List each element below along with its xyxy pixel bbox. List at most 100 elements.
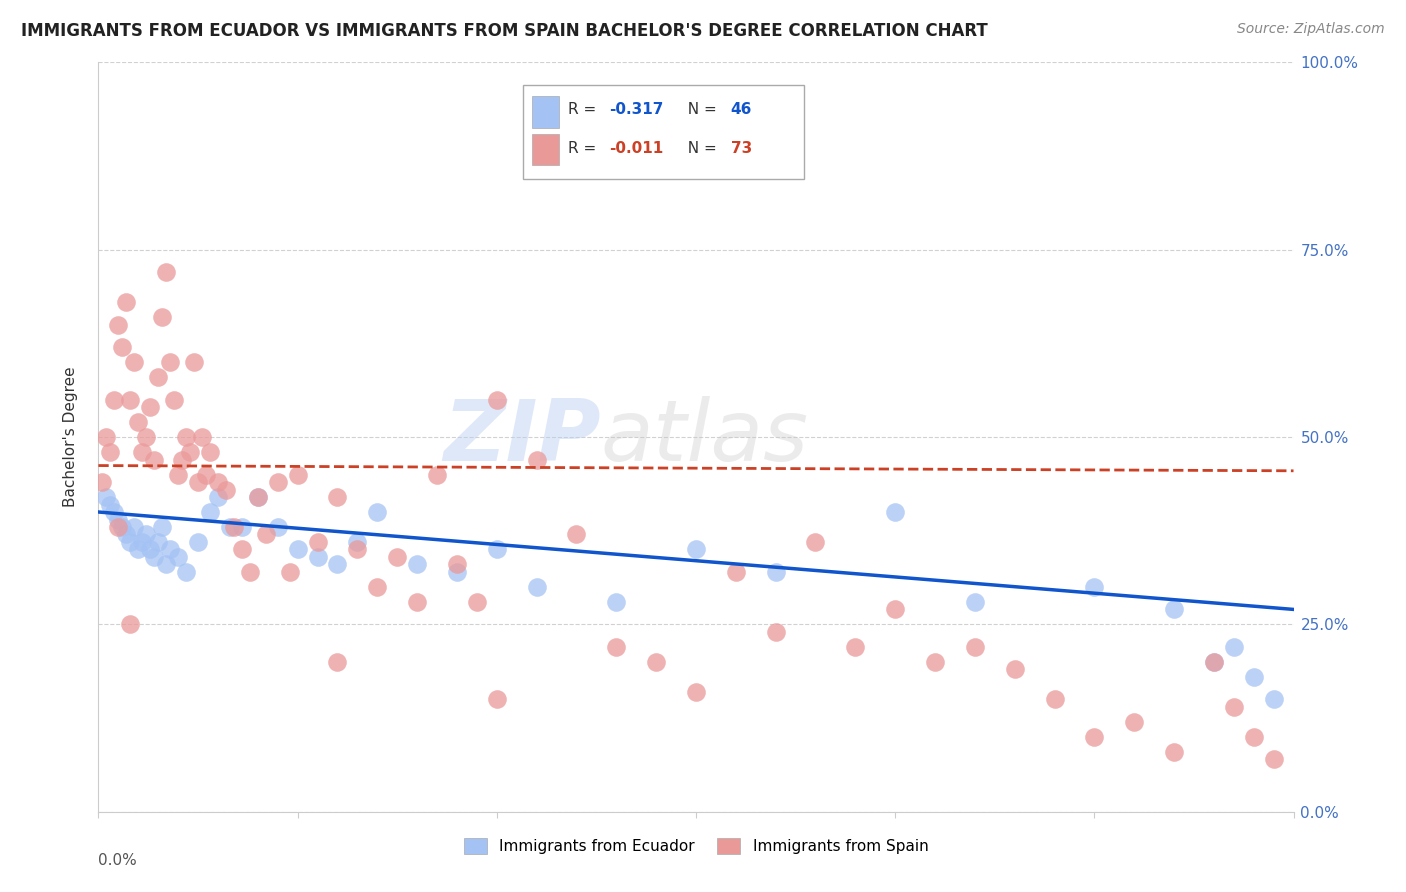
Point (148, 535, 170, 549)
Text: 0.0%: 0.0% (98, 853, 138, 868)
Point (143, 452, 166, 467)
Point (366, 580, 388, 594)
Point (267, 520, 290, 534)
Point (198, 445, 221, 459)
Point (804, 535, 827, 549)
Point (307, 535, 329, 549)
Point (107, 318, 129, 332)
Point (174, 430, 197, 444)
Point (844, 640, 866, 654)
Point (98, 498, 122, 512)
Point (115, 295, 138, 310)
Point (1223, 640, 1246, 654)
Point (172, 452, 194, 467)
Point (346, 535, 368, 549)
Point (307, 549, 329, 564)
Point (446, 558, 468, 572)
Point (131, 445, 153, 459)
Point (127, 415, 149, 429)
Point (96, 490, 118, 504)
Point (346, 542, 368, 557)
Point (765, 624, 787, 639)
Point (124, 520, 146, 534)
Point (150, 520, 173, 534)
Text: ZIP: ZIP (443, 395, 600, 479)
Point (1083, 730, 1105, 744)
Point (1043, 692, 1066, 706)
Point (120, 535, 142, 549)
Point (167, 549, 190, 564)
Point (485, 692, 508, 706)
Text: R =: R = (568, 103, 602, 117)
Point (1243, 730, 1265, 744)
Point (1083, 580, 1105, 594)
Point (103, 505, 125, 519)
Point (120, 617, 142, 632)
Point (645, 655, 668, 669)
Point (135, 527, 157, 541)
Point (326, 655, 349, 669)
Point (131, 535, 153, 549)
Point (326, 558, 349, 572)
Point (246, 490, 269, 504)
Point (1202, 655, 1225, 669)
Point (155, 265, 177, 279)
Point (246, 490, 269, 504)
Text: N =: N = (678, 103, 721, 117)
Point (167, 467, 190, 482)
Point (884, 505, 907, 519)
Y-axis label: Bachelor's Degree: Bachelor's Degree (63, 367, 77, 508)
Point (1263, 752, 1285, 766)
Point (924, 655, 946, 669)
Point (150, 310, 173, 325)
Point (191, 430, 214, 444)
Point (1263, 692, 1285, 706)
Point (124, 355, 146, 369)
Point (485, 542, 508, 557)
Bar (533, 96, 558, 128)
Point (207, 490, 229, 504)
Point (163, 392, 186, 407)
Point (143, 549, 166, 564)
Point (195, 467, 218, 482)
Point (1123, 714, 1146, 729)
Point (107, 512, 129, 526)
Text: 73: 73 (731, 141, 752, 156)
Point (446, 565, 468, 579)
Point (115, 527, 138, 541)
Point (91, 475, 114, 489)
Point (884, 602, 907, 616)
Point (135, 430, 157, 444)
Point (127, 542, 149, 557)
Point (366, 505, 388, 519)
Point (231, 542, 253, 557)
Text: -0.011: -0.011 (609, 141, 664, 156)
Point (120, 392, 142, 407)
Point (526, 580, 548, 594)
Point (207, 475, 229, 489)
Point (107, 520, 129, 534)
FancyBboxPatch shape (523, 85, 804, 178)
Text: -0.317: -0.317 (609, 103, 664, 117)
Point (724, 565, 747, 579)
Text: 46: 46 (731, 103, 752, 117)
Point (565, 527, 588, 541)
Point (963, 640, 986, 654)
Point (1202, 655, 1225, 669)
Point (287, 467, 309, 482)
Point (254, 527, 277, 541)
Point (278, 565, 301, 579)
Point (605, 595, 627, 609)
Text: IMMIGRANTS FROM ECUADOR VS IMMIGRANTS FROM SPAIN BACHELOR'S DEGREE CORRELATION C: IMMIGRANTS FROM ECUADOR VS IMMIGRANTS FR… (21, 22, 988, 40)
Point (326, 490, 349, 504)
Point (198, 505, 221, 519)
Point (963, 595, 986, 609)
Point (406, 595, 429, 609)
Point (215, 483, 238, 497)
Point (685, 542, 707, 557)
Point (187, 475, 209, 489)
Point (685, 685, 707, 699)
Bar (533, 134, 558, 165)
Point (465, 595, 488, 609)
Point (526, 452, 548, 467)
